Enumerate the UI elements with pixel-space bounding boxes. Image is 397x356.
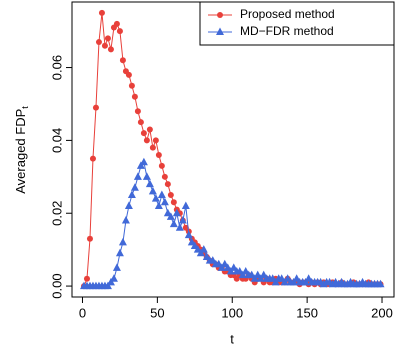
triangle-marker bbox=[112, 263, 121, 271]
circle-marker bbox=[95, 39, 102, 46]
triangle-marker bbox=[160, 197, 169, 206]
circle-marker bbox=[83, 275, 90, 282]
circle-marker bbox=[92, 104, 99, 111]
triangle-marker bbox=[118, 237, 127, 246]
triangle-marker bbox=[157, 190, 166, 199]
circle-marker bbox=[164, 181, 171, 188]
triangle-marker bbox=[151, 194, 160, 202]
x-axis-label: t bbox=[230, 331, 234, 346]
y-tick-label: 0.00 bbox=[49, 273, 64, 298]
circle-marker bbox=[116, 28, 123, 35]
legend-label: MD−FDR method bbox=[240, 24, 334, 38]
triangle-marker bbox=[376, 279, 385, 288]
triangle-marker bbox=[166, 212, 175, 220]
circle-marker bbox=[149, 144, 156, 151]
circle-marker bbox=[158, 162, 165, 169]
circle-marker bbox=[167, 192, 174, 199]
triangle-marker bbox=[142, 172, 151, 180]
circle-marker bbox=[98, 9, 105, 16]
triangle-marker bbox=[181, 201, 190, 209]
triangle-marker bbox=[178, 216, 187, 224]
triangle-marker bbox=[139, 157, 148, 166]
circle-marker bbox=[86, 235, 93, 242]
triangle-marker bbox=[169, 219, 178, 228]
y-tick-label: 0.02 bbox=[49, 201, 64, 226]
x-tick-label: 150 bbox=[296, 305, 318, 320]
triangle-marker bbox=[127, 190, 136, 199]
circle-marker bbox=[128, 82, 135, 89]
circle-marker bbox=[170, 199, 177, 206]
circle-marker bbox=[134, 108, 141, 115]
triangle-marker bbox=[109, 274, 118, 282]
circle-marker bbox=[137, 119, 144, 126]
circle-marker bbox=[131, 93, 138, 100]
triangle-marker bbox=[216, 27, 224, 35]
triangle-marker bbox=[154, 201, 163, 209]
circle-marker bbox=[119, 57, 126, 64]
x-tick-label: 100 bbox=[221, 305, 243, 320]
triangle-marker bbox=[121, 216, 130, 224]
y-tick-label: 0.06 bbox=[49, 55, 64, 80]
circle-marker bbox=[217, 12, 223, 18]
triangle-marker bbox=[133, 172, 142, 180]
circle-marker bbox=[152, 137, 159, 144]
y-axis-label-subscript: t bbox=[20, 106, 30, 109]
triangle-marker bbox=[172, 208, 181, 217]
circle-marker bbox=[113, 20, 120, 27]
series-line bbox=[83, 12, 381, 287]
triangle-marker bbox=[148, 186, 157, 195]
circle-marker bbox=[107, 46, 114, 53]
circle-marker bbox=[140, 130, 147, 137]
triangle-marker bbox=[124, 201, 133, 209]
legend-box bbox=[199, 1, 395, 46]
circle-marker bbox=[161, 173, 168, 180]
triangle-marker bbox=[115, 248, 124, 257]
circle-marker bbox=[89, 155, 96, 162]
triangle-marker bbox=[184, 230, 193, 239]
triangle-marker bbox=[175, 223, 184, 231]
y-tick-label: 0.04 bbox=[49, 128, 64, 153]
circle-marker bbox=[143, 137, 150, 144]
triangle-marker bbox=[199, 245, 208, 253]
y-axis-label-main: Averaged FDP bbox=[13, 109, 28, 194]
circle-marker bbox=[125, 71, 132, 78]
circle-marker bbox=[146, 126, 153, 133]
circle-marker bbox=[104, 35, 111, 42]
x-tick-label: 50 bbox=[150, 305, 164, 320]
circle-marker bbox=[101, 42, 108, 49]
circle-marker bbox=[155, 151, 162, 158]
x-tick-label: 0 bbox=[79, 305, 86, 320]
legend-label: Proposed method bbox=[240, 7, 335, 21]
triangle-marker bbox=[130, 183, 139, 191]
triangle-marker bbox=[145, 179, 154, 188]
x-tick-label: 200 bbox=[371, 305, 393, 320]
y-axis-label: Averaged FDPt bbox=[13, 106, 30, 194]
